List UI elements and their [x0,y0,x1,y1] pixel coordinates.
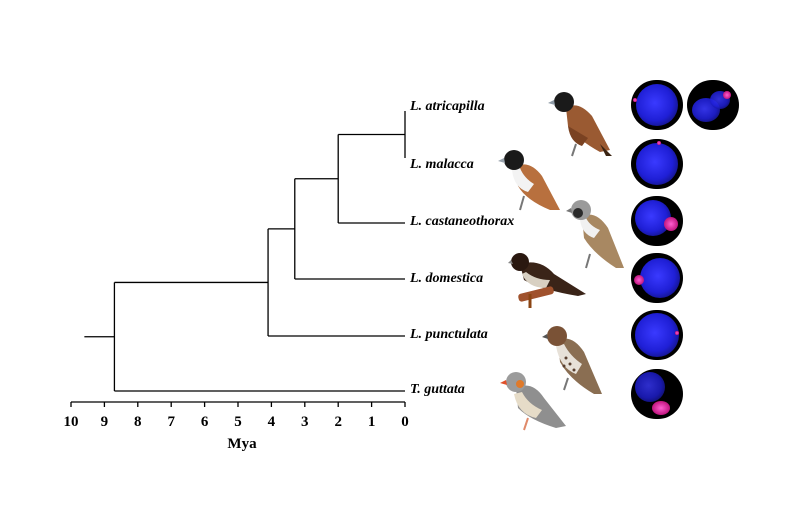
bird-guttata-icon [500,372,566,431]
axis-tick-label: 2 [334,414,342,430]
axis-tick-label: 8 [134,414,142,430]
taxon-label-malacca: L. malacca [409,157,474,172]
axis-tick-label: 9 [101,414,109,430]
axis-title: Mya [227,436,257,452]
axis-tick-label: 1 [368,414,376,430]
axis-tick-label: 3 [301,414,309,430]
tree-branches [84,111,406,392]
bird-malacca-icon [498,150,560,211]
micrograph-castaneothorax [631,196,683,246]
bird-punctulata-icon [542,326,602,394]
axis-tick-label: 0 [401,414,409,430]
micrograph-atricapilla-1 [631,80,683,130]
axis-tick-label: 7 [167,414,175,430]
taxon-label-atricapilla: L. atricapilla [409,99,485,114]
axis-tick-label: 10 [64,414,79,430]
micrograph-domestica [631,253,683,303]
taxon-label-domestica: L. domestica [409,271,483,286]
bird-castaneothorax-icon [566,200,624,269]
bird-atricapilla-icon [548,92,612,157]
taxon-label-punctulata: L. punctulata [409,327,488,342]
taxon-label-castaneothorax: L. castaneothorax [409,214,514,229]
micrograph-punctulata [631,310,683,360]
micrograph-guttata [631,369,683,419]
bird-domestica-icon [508,253,586,308]
axis-tick-label: 5 [234,414,242,430]
micrograph-malacca [631,139,683,189]
axis-tick-label: 4 [268,414,276,430]
taxon-label-guttata: T. guttata [410,382,465,397]
micrograph-atricapilla-2 [687,80,739,130]
axis-tick-label: 6 [201,414,209,430]
time-axis: 10 9 8 7 6 5 4 3 2 1 0 [64,401,409,430]
